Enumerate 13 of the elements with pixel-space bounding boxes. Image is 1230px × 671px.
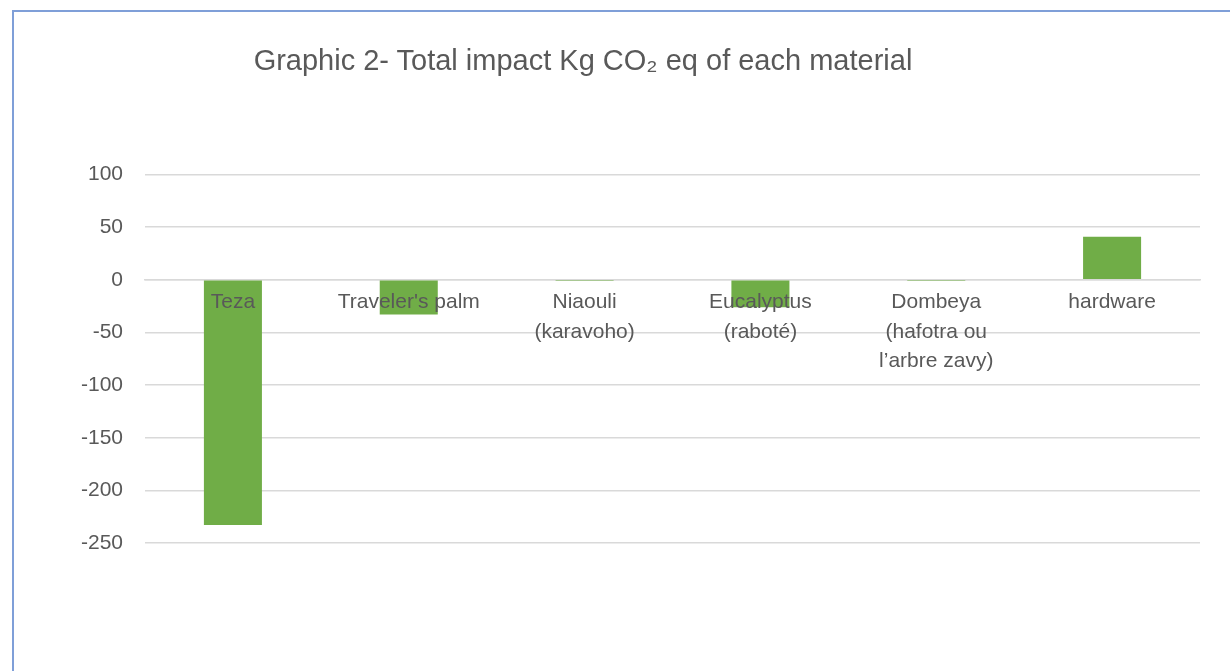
x-tick-label: Niaouli (karavoho) — [534, 289, 635, 342]
chart-title: Graphic 2- Total impact Kg CO₂ eq of each material — [252, 44, 914, 77]
y-tick-label: -100 — [80, 371, 123, 395]
y-tick-label: 100 — [87, 161, 123, 185]
y-tick-label: -50 — [92, 319, 123, 343]
y-tick-label: -150 — [80, 424, 123, 448]
y-tick-label: 0 — [111, 266, 123, 290]
x-tick-label: hardware — [1068, 289, 1156, 313]
y-tick-label: 50 — [99, 214, 123, 238]
y-tick-label: -250 — [80, 529, 123, 553]
y-tick-label: -200 — [80, 477, 123, 501]
x-tick-label: Dombeya (hafotra ou l’arbre zavy) — [879, 289, 994, 372]
x-tick-label: Teza — [210, 289, 256, 313]
